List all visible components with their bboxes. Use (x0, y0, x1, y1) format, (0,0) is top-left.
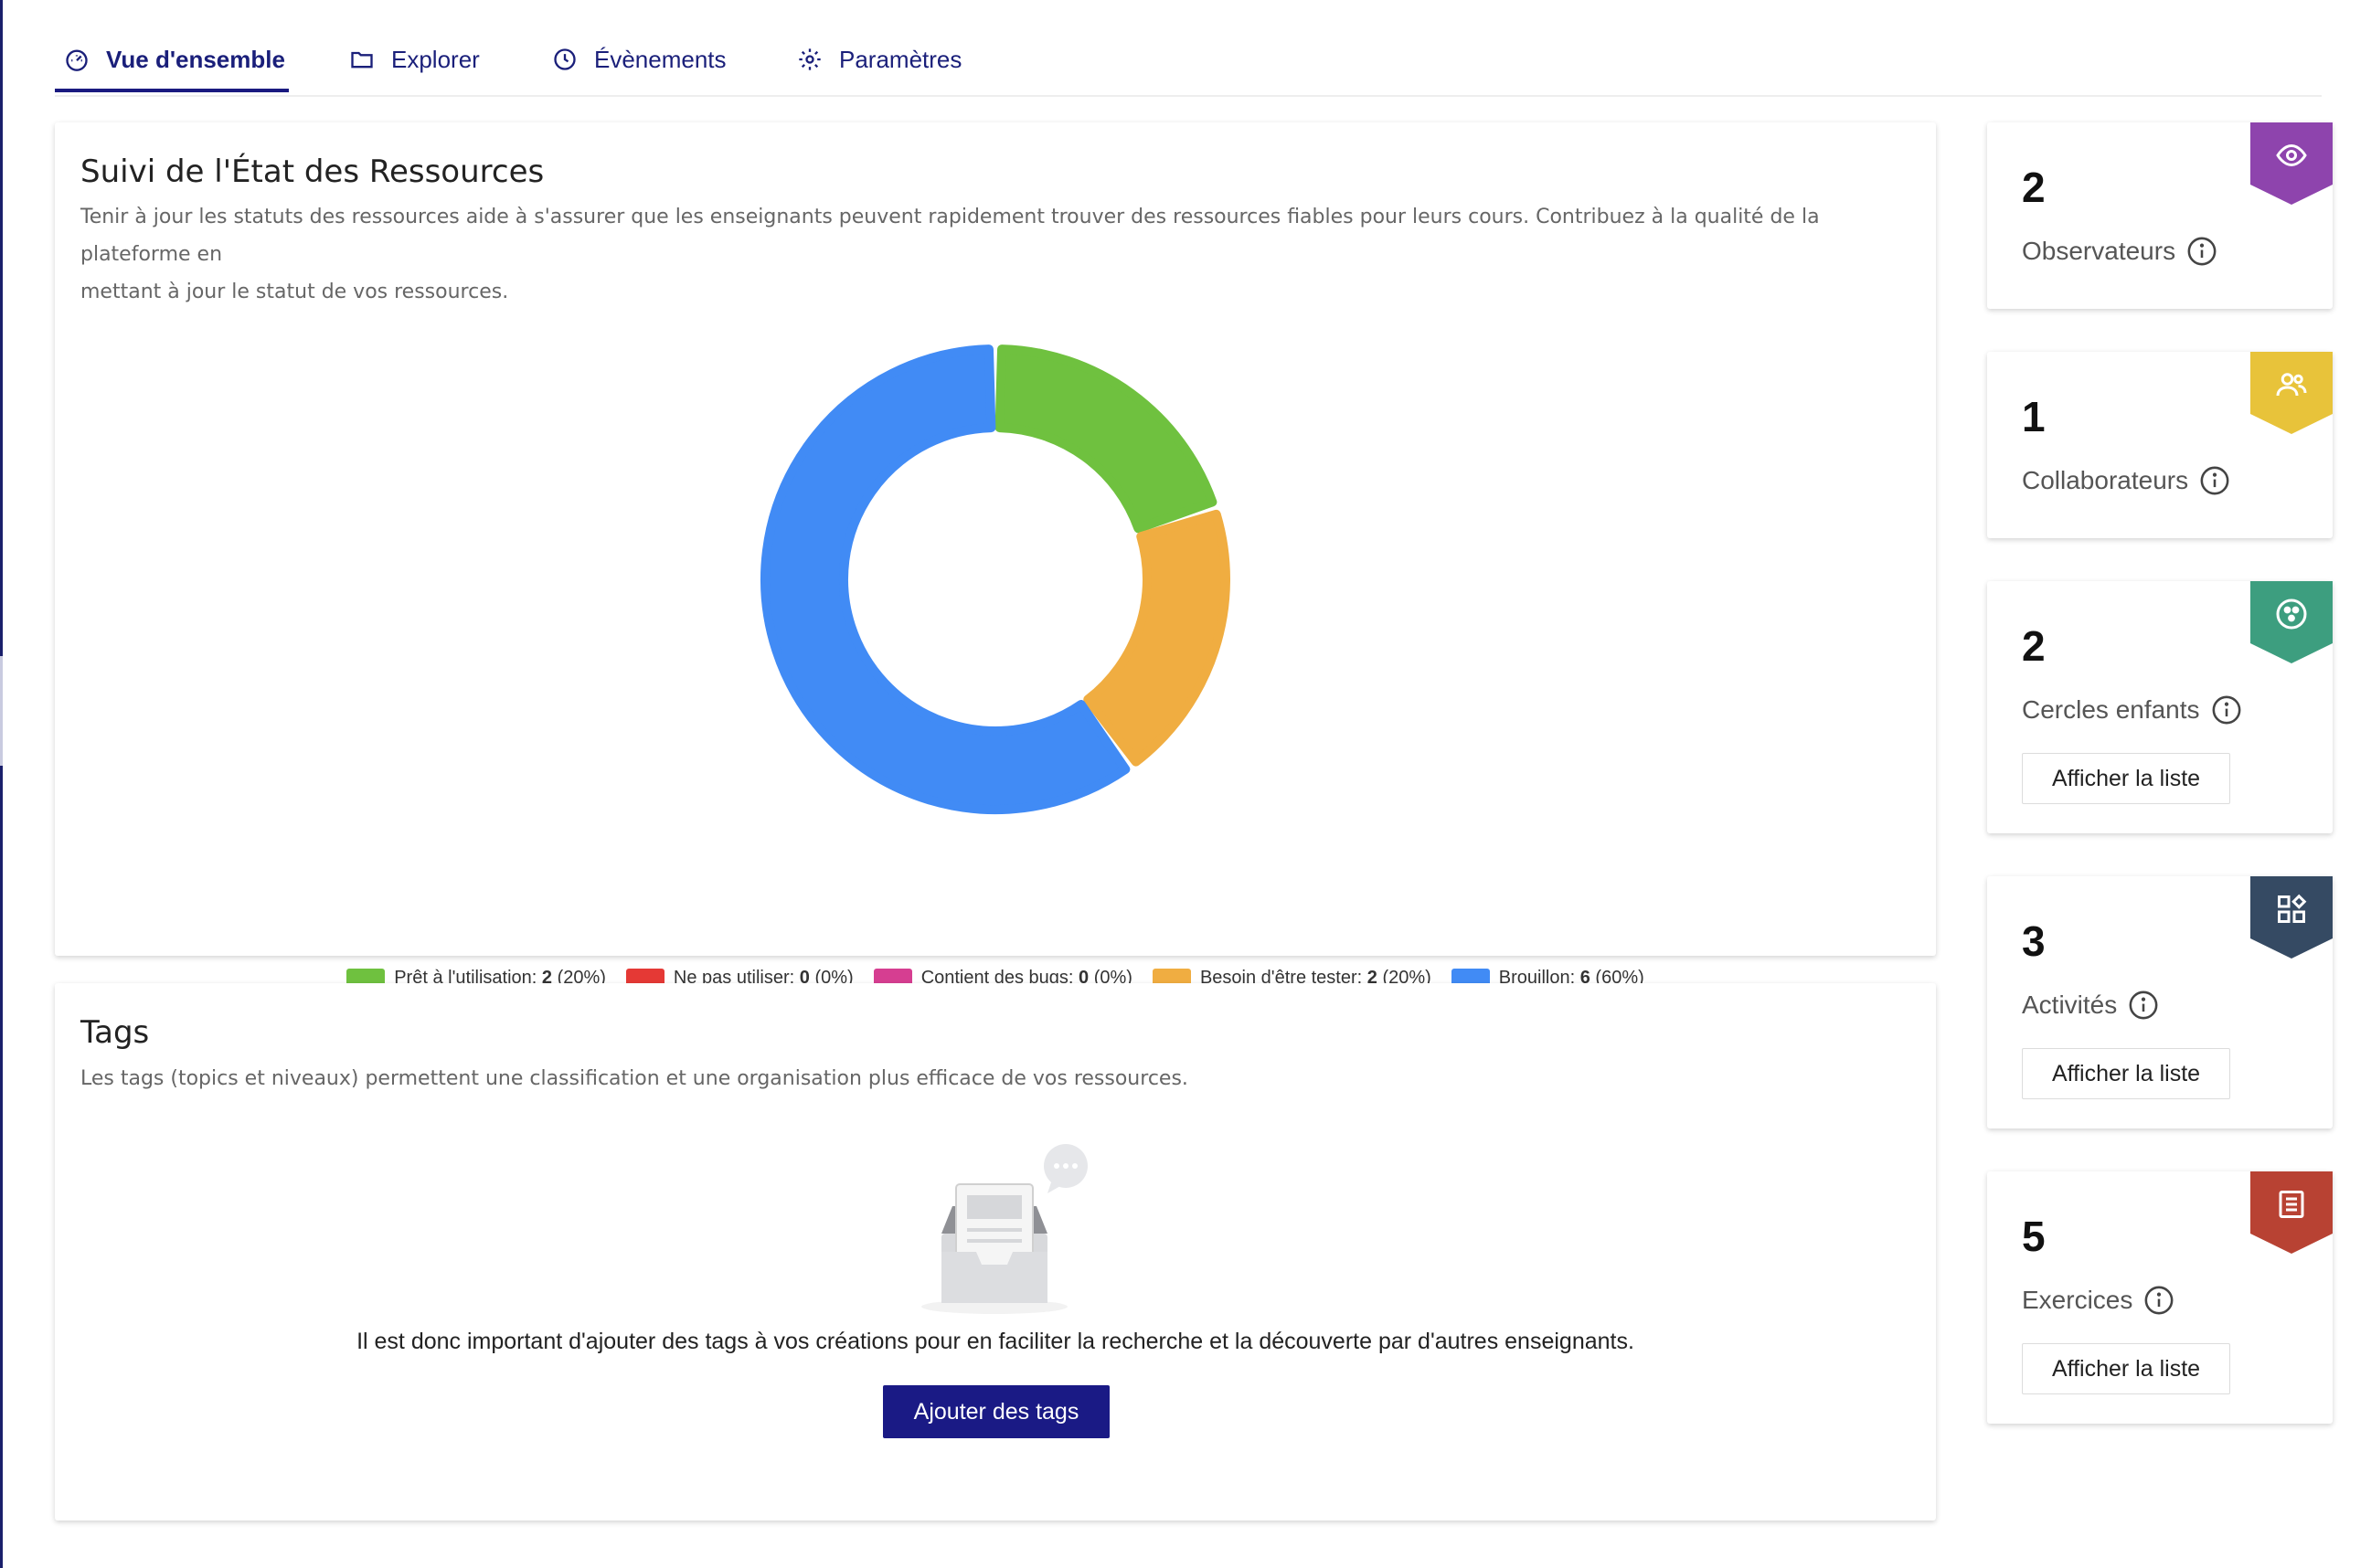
dashboard-icon (66, 49, 88, 71)
stat-label-text: Observateurs (2022, 237, 2176, 265)
show-list-button[interactable]: Afficher la liste (2022, 1343, 2230, 1394)
donut-slice[interactable] (760, 344, 1131, 814)
add-tags-button[interactable]: Ajouter des tags (883, 1385, 1110, 1438)
info-icon[interactable] (2186, 236, 2217, 267)
show-list-button[interactable]: Afficher la liste (2022, 1048, 2230, 1099)
left-rail-handle[interactable] (0, 656, 3, 766)
empty-inbox-illustration (921, 1144, 1088, 1314)
tab-explorer[interactable]: Explorer (349, 26, 480, 93)
ribbon-badge (2250, 1171, 2333, 1254)
description-line: mettant à jour le statut de vos ressourc… (80, 281, 509, 303)
tab-label: Explorer (391, 45, 480, 73)
tab-label: Évènements (594, 45, 727, 73)
active-tab-indicator (55, 89, 289, 92)
stat-label-text: Exercices (2022, 1286, 2133, 1314)
info-icon[interactable] (2211, 694, 2242, 726)
stat-card-exercises: 5 Exercices Afficher la liste (1987, 1171, 2333, 1424)
document-icon (2279, 1191, 2304, 1218)
stat-card-child-circles: 2 Cercles enfants Afficher la liste (1987, 581, 2333, 833)
legend-percent: (0%) (1089, 968, 1132, 988)
ribbon-badge (2250, 122, 2333, 205)
apps-icon (2278, 894, 2307, 923)
legend-label: Prêt à l'utilisation: 2 (20%) (394, 968, 606, 988)
ribbon-badge (2250, 352, 2333, 434)
show-list-button[interactable]: Afficher la liste (2022, 753, 2230, 804)
card-description: Tenir à jour les statuts des ressources … (80, 198, 1918, 311)
users-icon (2276, 373, 2307, 397)
tab-label: Paramètres (839, 45, 962, 73)
donut-slice[interactable] (1083, 509, 1230, 767)
eye-icon (2276, 143, 2307, 167)
stat-label-text: Activités (2022, 991, 2118, 1019)
tab-events[interactable]: Évènements (552, 26, 727, 93)
stat-value: 3 (2022, 917, 2046, 965)
circles-icon (2276, 599, 2307, 630)
donut-slice[interactable] (994, 344, 1217, 534)
stat-label-text: Cercles enfants (2022, 695, 2200, 724)
legend-percent: (20%) (1377, 968, 1431, 988)
legend-label: Ne pas utiliser: 0 (0%) (673, 968, 854, 988)
clock-icon (554, 48, 576, 70)
legend-value: 6 (1579, 968, 1590, 988)
description-line: Tenir à jour les statuts des ressources … (80, 206, 1820, 266)
empty-state-message: Il est donc important d'ajouter des tags… (356, 1329, 1634, 1354)
tab-overview[interactable]: Vue d'ensemble (64, 26, 285, 93)
gear-icon (799, 48, 821, 70)
stat-value: 5 (2022, 1213, 2046, 1260)
stat-card-collaborators: 1 Collaborateurs (1987, 352, 2333, 538)
info-icon[interactable] (2143, 1285, 2174, 1316)
legend-label: Besoin d'être tester: 2 (20%) (1199, 968, 1431, 988)
legend-value: 2 (1366, 968, 1377, 988)
legend-item[interactable]: Brouillon: 6 (60%) (1451, 968, 1644, 989)
stat-label: Activités (2022, 990, 2159, 1021)
tab-label: Vue d'ensemble (106, 45, 285, 73)
resource-status-card: Suivi de l'État des Ressources Tenir à j… (55, 122, 1936, 989)
stat-label-text: Collaborateurs (2022, 466, 2189, 494)
legend-percent: (60%) (1590, 968, 1644, 988)
info-icon[interactable] (2199, 465, 2230, 496)
stat-card-observers: 2 Observateurs (1987, 122, 2333, 309)
stat-value: 1 (2022, 393, 2046, 440)
stat-label: Exercices (2022, 1285, 2174, 1316)
card-title: Tags (80, 1014, 150, 1051)
tags-card: Tags Les tags (topics et niveaux) permet… (55, 983, 1936, 1520)
legend-percent: (20%) (552, 968, 606, 988)
stat-label: Collaborateurs (2022, 465, 2230, 496)
legend-value: 0 (799, 968, 810, 988)
legend-percent: (0%) (809, 968, 854, 988)
legend-label: Brouillon: 6 (60%) (1498, 968, 1644, 988)
donut-chart (760, 344, 1230, 814)
stat-label: Cercles enfants (2022, 694, 2242, 726)
tab-settings[interactable]: Paramètres (797, 26, 962, 93)
tab-bar: Vue d'ensemble Explorer Évènements Param… (55, 0, 2322, 97)
stat-card-activities: 3 Activités Afficher la liste (1987, 876, 2333, 1128)
stat-label: Observateurs (2022, 236, 2217, 267)
info-icon[interactable] (2128, 990, 2159, 1021)
folder-icon (351, 51, 373, 69)
legend-value: 0 (1079, 968, 1090, 988)
card-description: Les tags (topics et niveaux) permettent … (80, 1067, 1188, 1090)
stat-value: 2 (2022, 622, 2046, 670)
ribbon-badge (2250, 581, 2333, 663)
card-title: Suivi de l'État des Ressources (80, 154, 545, 190)
ribbon-badge (2250, 876, 2333, 959)
legend-label: Contient des bugs: 0 (0%) (920, 968, 1132, 988)
left-rail (0, 0, 3, 1568)
stat-value: 2 (2022, 164, 2046, 211)
legend-value: 2 (541, 968, 553, 988)
